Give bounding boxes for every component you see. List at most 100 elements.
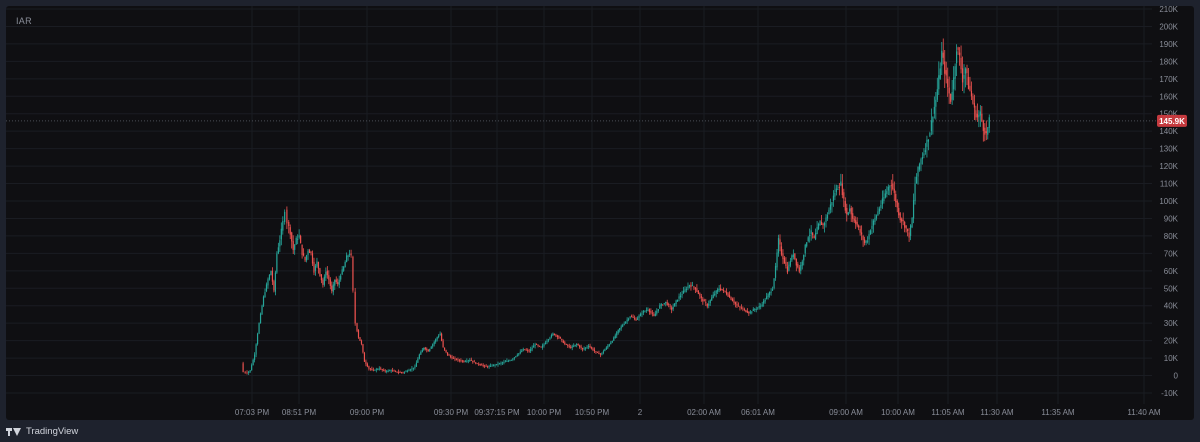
candle-body — [494, 364, 496, 366]
candle-body — [932, 117, 934, 123]
price-axis[interactable]: 210K 200K 190K 180K 170K 160K 150K 140K 130K 120K… — [1159, 6, 1178, 398]
candle-body — [571, 346, 573, 348]
candle-body — [629, 316, 631, 318]
candle-body — [665, 301, 667, 304]
candle-body — [656, 311, 658, 314]
candle-body — [789, 261, 791, 266]
candle-body — [384, 370, 386, 372]
candle-body — [874, 217, 876, 222]
candle-body — [509, 360, 511, 362]
y-tick-label: 40K — [1164, 302, 1179, 311]
candle-body — [472, 360, 474, 362]
candle-body — [424, 347, 426, 350]
candle-body — [820, 221, 823, 225]
candle-body — [304, 256, 306, 261]
candle-body — [844, 201, 846, 211]
x-tick-label: 07:03 PM — [235, 408, 270, 417]
candle-body — [415, 362, 417, 367]
candle-body — [861, 232, 863, 235]
candle-body — [957, 47, 959, 50]
candle-body — [960, 57, 962, 70]
candle-body — [515, 356, 517, 358]
candle-body — [248, 371, 250, 373]
candle-body — [482, 365, 484, 366]
candle-body — [907, 228, 909, 232]
candle-body — [354, 291, 356, 324]
candle-body — [524, 349, 526, 351]
candle-body — [685, 289, 688, 291]
candle-body — [427, 349, 429, 352]
candle-body — [711, 297, 713, 301]
candle-body — [795, 258, 797, 266]
candle-body — [547, 339, 550, 341]
candle-body — [504, 361, 507, 363]
candle-body — [341, 269, 343, 275]
candle-body — [500, 362, 502, 364]
x-tick-label: 10:50 PM — [575, 408, 610, 417]
candle-body — [823, 222, 826, 226]
candle-body — [674, 303, 676, 307]
candle-body — [449, 355, 452, 357]
time-axis[interactable]: 07:03 PM 08:51 PM 09:00 PM 09:30 PM 09:37:15… — [235, 408, 1161, 417]
x-tick-label: 08:51 PM — [282, 408, 317, 417]
candle-body — [619, 328, 621, 331]
candle-body — [378, 368, 380, 370]
candle-body — [669, 305, 671, 307]
x-tick-label: 10:00 AM — [881, 408, 915, 417]
y-tick-label: -10K — [1161, 389, 1179, 398]
candle-body — [933, 106, 935, 114]
candle-body — [409, 369, 412, 371]
candle-body — [668, 303, 670, 305]
candle-body — [441, 333, 443, 341]
candle-body — [855, 220, 857, 224]
candle-body — [338, 279, 340, 285]
candle-body — [914, 183, 916, 201]
candle-body — [429, 349, 431, 352]
candle-body — [291, 232, 293, 242]
y-tick-label: 20K — [1164, 337, 1179, 346]
candle-body — [721, 289, 723, 291]
y-tick-label: 30K — [1164, 319, 1179, 328]
candle-body — [739, 306, 741, 308]
x-tick-label: 11:40 AM — [1127, 408, 1161, 417]
candle-body — [457, 359, 459, 361]
candle-body — [895, 194, 897, 203]
candle-body — [693, 286, 695, 288]
candle-body — [936, 89, 938, 100]
candle-body — [412, 367, 415, 369]
candle-body — [734, 302, 737, 304]
candle-body — [801, 261, 803, 266]
candle-body — [325, 271, 327, 278]
candle-body — [613, 337, 615, 341]
price-chart[interactable]: 210K200K190K180K170K160K150K140K130K120K… — [6, 6, 1194, 420]
candle-body — [308, 249, 311, 253]
y-tick-label: 120K — [1159, 162, 1178, 171]
candle-body — [760, 305, 762, 307]
candle-body — [944, 61, 946, 74]
candle-body — [945, 70, 947, 76]
candle-body — [822, 223, 824, 226]
candle-body — [599, 353, 602, 355]
candle-body — [767, 294, 769, 297]
candle-body — [344, 262, 346, 268]
candle-body — [815, 233, 817, 240]
candle-body — [951, 91, 953, 100]
tradingview-brand[interactable]: TradingView — [6, 426, 78, 437]
candle-body — [565, 344, 567, 345]
candle-body — [976, 113, 978, 118]
candle-body — [558, 336, 560, 338]
candle-body — [340, 275, 342, 280]
candle-body — [852, 213, 854, 219]
candle-body — [375, 369, 377, 371]
candle-body — [706, 303, 708, 307]
candle-body — [337, 282, 339, 285]
candle-body — [406, 370, 409, 372]
x-tick-label: 11:35 AM — [1041, 408, 1075, 417]
candle-body — [923, 153, 925, 156]
candle-body — [702, 298, 704, 302]
candle-body — [644, 311, 646, 312]
y-tick-label: 190K — [1159, 40, 1178, 49]
chart-pane[interactable]: IAR 210K 200K 190K 180K 170K 160K 150K 140K 130K… — [6, 6, 1194, 420]
candle-body — [561, 338, 563, 341]
candle-body — [651, 312, 653, 314]
